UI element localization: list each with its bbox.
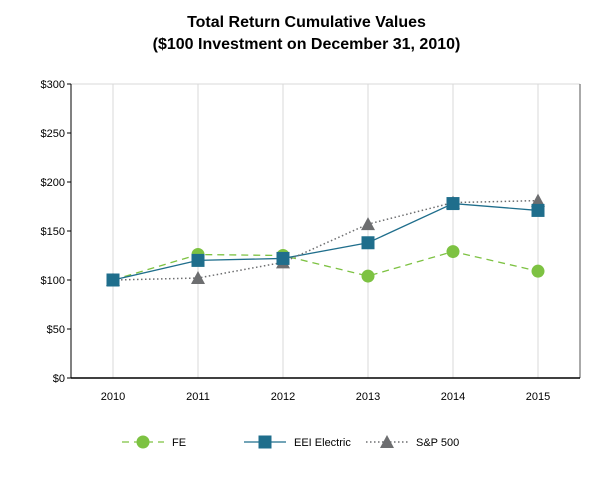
x-tick-label: 2015 bbox=[526, 391, 550, 403]
legend-marker bbox=[380, 435, 394, 448]
y-tick-label: $150 bbox=[41, 226, 65, 238]
data-point-0 bbox=[531, 264, 545, 278]
chart-title: Total Return Cumulative Values bbox=[187, 14, 426, 31]
legend-marker bbox=[136, 435, 150, 449]
data-point-1 bbox=[106, 273, 120, 287]
data-point-0 bbox=[361, 269, 375, 283]
series-line-0 bbox=[112, 250, 539, 281]
y-tick-label: $300 bbox=[41, 79, 65, 91]
x-tick-label: 2010 bbox=[101, 391, 125, 403]
x-tick-label: 2014 bbox=[441, 391, 465, 403]
y-tick-label: $50 bbox=[47, 324, 65, 336]
data-point-0 bbox=[446, 245, 460, 259]
legend-label: FE bbox=[172, 437, 186, 449]
chart-subtitle: ($100 Investment on December 31, 2010) bbox=[152, 36, 461, 53]
legend-label: EEI Electric bbox=[294, 437, 351, 449]
data-point-1 bbox=[361, 236, 375, 250]
data-point-2 bbox=[191, 271, 205, 285]
data-point-1 bbox=[276, 251, 290, 265]
data-point-1 bbox=[446, 197, 460, 211]
series-line-2 bbox=[112, 199, 539, 281]
x-tick-label: 2013 bbox=[356, 391, 380, 403]
x-tick-label: 2011 bbox=[186, 391, 210, 403]
legend-label: S&P 500 bbox=[416, 437, 459, 449]
data-point-1 bbox=[191, 253, 205, 267]
y-tick-label: $200 bbox=[41, 177, 65, 189]
data-point-2 bbox=[361, 217, 375, 231]
data-point-1 bbox=[531, 203, 545, 217]
series-line-1 bbox=[112, 202, 539, 281]
x-tick-label: 2012 bbox=[271, 391, 295, 403]
y-tick-label: $250 bbox=[41, 128, 65, 140]
y-tick-label: $100 bbox=[41, 275, 65, 287]
legend-marker bbox=[258, 435, 272, 449]
y-tick-label: $0 bbox=[53, 373, 65, 385]
data-point-2 bbox=[531, 193, 545, 207]
